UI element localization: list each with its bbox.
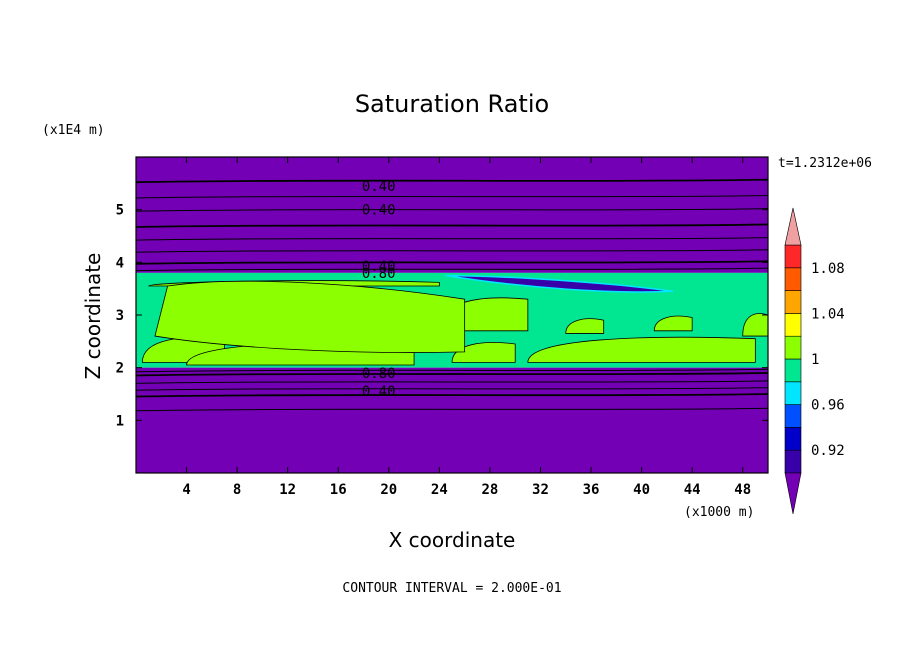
- x-tick-label: 48: [734, 482, 751, 498]
- colorbar-tick-label: 1: [811, 352, 819, 368]
- colorbar-swatch: [784, 404, 802, 428]
- contour-interval-footer: CONTOUR INTERVAL = 2.000E-01: [342, 581, 561, 596]
- region-supersaturated-patches: [742, 313, 768, 337]
- y-tick-label: 3: [116, 308, 124, 324]
- contour-line: [136, 368, 768, 373]
- contour-line: [136, 208, 768, 212]
- x-unit-label: (x1000 m): [684, 505, 754, 520]
- y-axis-label: Z coordinate: [81, 253, 105, 380]
- region-dry-upper-layer: [136, 157, 768, 273]
- x-tick-label: 32: [532, 482, 549, 498]
- x-tick-label: 8: [233, 482, 241, 498]
- contour-label: 0.40: [362, 179, 396, 195]
- y-tick-label: 2: [116, 361, 124, 377]
- contour-line: [136, 407, 768, 412]
- contour-line: [136, 249, 768, 253]
- colorbar-swatch: [784, 381, 802, 405]
- contour-line: [136, 387, 768, 391]
- x-tick-label: 4: [182, 482, 190, 498]
- colorbar-over-triangle: [784, 207, 802, 246]
- x-tick-label: 24: [431, 482, 448, 498]
- contour-line: [136, 372, 768, 377]
- contour-line: [136, 267, 768, 272]
- colorbar-swatch: [784, 358, 802, 383]
- x-tick-label: 36: [583, 482, 600, 498]
- region-supersaturated-patches: [154, 280, 466, 353]
- contour-line: [136, 393, 768, 398]
- y-unit-label: (x1E4 m): [42, 123, 105, 138]
- x-tick-label: 44: [684, 482, 701, 498]
- contour-plot-area: [136, 157, 768, 473]
- region-supersaturated-patches: [565, 318, 605, 334]
- x-tick-label: 20: [380, 482, 397, 498]
- colorbar-swatch: [784, 267, 802, 291]
- contour-line: [136, 223, 768, 228]
- contour-line: [136, 195, 768, 199]
- contour-line: [136, 260, 768, 265]
- colorbar-tick-label: 0.92: [811, 443, 845, 459]
- contour-label: 0.40: [362, 259, 396, 275]
- colorbar-under-triangle: [784, 472, 802, 515]
- contour-label: 0.40: [362, 203, 396, 219]
- colorbar-tick-label: 1.04: [811, 306, 845, 322]
- colorbar-swatch: [784, 313, 802, 337]
- colorbar-swatch: [784, 244, 802, 269]
- contour-line: [136, 380, 768, 384]
- x-tick-label: 16: [330, 482, 347, 498]
- colorbar-swatch: [784, 290, 802, 314]
- contour-line: [136, 178, 768, 184]
- dry-tongue-region: [445, 274, 674, 293]
- y-tick-label: 4: [116, 255, 124, 271]
- colorbar-swatch: [784, 335, 802, 360]
- contour-label: 0.80: [362, 266, 396, 282]
- region-supersaturated-patches: [653, 315, 693, 332]
- colorbar-swatch: [784, 427, 802, 451]
- y-tick-label: 5: [116, 203, 124, 219]
- contour-label: 0.80: [362, 366, 396, 382]
- time-label: t=1.2312e+06: [778, 156, 872, 171]
- colorbar-tick-label: 1.08: [811, 261, 845, 277]
- x-tick-label: 28: [481, 482, 498, 498]
- colorbar-tick-label: 0.96: [811, 398, 845, 414]
- region-supersaturated-patches: [451, 342, 516, 363]
- chart-title: Saturation Ratio: [355, 90, 549, 118]
- region-supersaturated-patches: [527, 336, 756, 363]
- x-axis-label: X coordinate: [389, 528, 516, 552]
- x-tick-label: 12: [279, 482, 296, 498]
- contour-line: [136, 237, 768, 241]
- y-tick-label: 1: [116, 413, 124, 429]
- x-tick-label: 40: [633, 482, 650, 498]
- region-dry-lower-layer: [136, 367, 768, 473]
- contour-label: 0.40: [362, 384, 396, 400]
- colorbar: 0.92 0.96 1 1.04 1.08: [784, 207, 845, 515]
- colorbar-swatch: [784, 449, 802, 474]
